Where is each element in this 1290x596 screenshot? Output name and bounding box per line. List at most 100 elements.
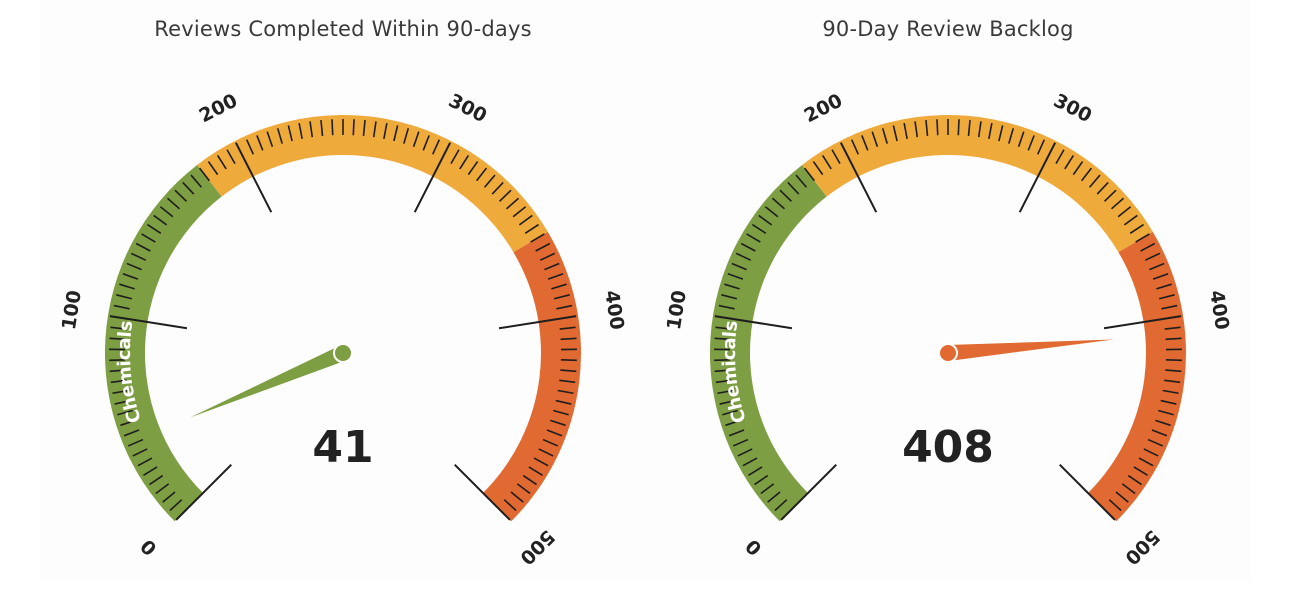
minor-tick (1127, 474, 1142, 486)
minor-tick (714, 337, 731, 341)
minor-tick (403, 128, 410, 144)
minor-tick (718, 304, 735, 310)
minor-tick (725, 419, 741, 427)
minor-tick (771, 197, 786, 210)
minor-tick (779, 189, 793, 202)
minor-tick (190, 174, 203, 188)
minor-tick (732, 438, 749, 447)
minor-tick (126, 262, 142, 271)
minor-tick (362, 119, 366, 137)
minor-tick (1080, 167, 1093, 182)
minor-tick (735, 252, 752, 261)
minor-tick (1164, 326, 1181, 330)
minor-tick (988, 122, 993, 140)
minor-tick (560, 359, 577, 362)
minor-tick (245, 139, 255, 155)
major-tick (1059, 464, 1116, 521)
minor-tick (737, 448, 753, 457)
minor-tick (137, 457, 153, 467)
minor-tick (393, 125, 399, 142)
minor-tick (925, 119, 929, 137)
minor-tick (957, 119, 960, 136)
minor-tick (116, 294, 133, 300)
minor-tick (1165, 369, 1182, 373)
minor-tick (977, 121, 982, 138)
minor-tick (751, 223, 767, 234)
gauge-review-backlog: 90-Day Review Backlog 0 100 200 300 400 500 Ch… (645, 0, 1251, 580)
gauge-band-1 (802, 115, 1153, 253)
minor-tick (372, 121, 377, 138)
major-tick (413, 142, 452, 213)
minor-tick (320, 119, 324, 137)
minor-tick (169, 499, 183, 512)
gauge-band-2 (1088, 231, 1186, 522)
minor-tick (266, 131, 274, 148)
minor-tick (1143, 448, 1159, 457)
minor-tick (113, 304, 130, 310)
minor-tick (1151, 429, 1168, 437)
minor-tick (522, 474, 537, 486)
minor-tick (117, 409, 133, 416)
minor-tick (503, 499, 517, 512)
major-tick (1018, 142, 1057, 213)
minor-tick (530, 233, 545, 243)
minor-tick (143, 466, 158, 476)
minor-tick (533, 457, 549, 467)
minor-tick (1138, 457, 1154, 467)
minor-tick (110, 379, 127, 384)
minor-tick (553, 294, 570, 300)
major-tick (714, 315, 793, 330)
minor-tick (331, 119, 334, 136)
minor-tick (535, 242, 551, 252)
minor-tick (727, 272, 744, 280)
minor-tick (831, 149, 841, 165)
minor-tick (731, 262, 747, 271)
minor-tick (510, 491, 524, 503)
minor-tick (127, 438, 144, 447)
gauge-title: 90-Day Review Backlog (822, 17, 1074, 41)
minor-tick (109, 359, 126, 362)
minor-tick (754, 474, 769, 486)
tick-label: 400 (600, 289, 628, 332)
gauge-needle (947, 339, 1114, 361)
minor-tick (1158, 294, 1175, 300)
minor-tick (803, 167, 816, 182)
minor-tick (1160, 399, 1177, 405)
minor-tick (216, 154, 227, 170)
minor-tick (559, 379, 576, 384)
major-tick (1103, 315, 1182, 330)
minor-tick (467, 161, 479, 176)
gauge-needle (190, 345, 347, 418)
minor-tick (553, 409, 569, 416)
minor-tick (724, 283, 740, 290)
minor-tick (1161, 304, 1178, 310)
minor-tick (1027, 135, 1035, 151)
minor-tick (120, 419, 136, 427)
minor-tick (1110, 197, 1125, 210)
minor-tick (122, 272, 139, 280)
tick-label: 100 (58, 289, 86, 332)
minor-tick (1156, 283, 1172, 290)
minor-tick (560, 337, 577, 341)
minor-tick (758, 214, 773, 226)
minor-tick (812, 161, 824, 176)
tick-label: 0 (136, 535, 161, 560)
minor-tick (715, 379, 732, 384)
minor-tick (544, 262, 560, 271)
minor-tick (560, 369, 577, 373)
minor-tick (207, 161, 219, 176)
minor-tick (748, 466, 763, 476)
minor-tick (1096, 181, 1109, 195)
minor-tick (821, 154, 832, 170)
minor-tick (787, 181, 800, 195)
minor-tick (717, 389, 734, 395)
gauge-value: 41 (312, 422, 373, 473)
minor-tick (174, 189, 188, 202)
minor-tick (132, 448, 148, 457)
minor-tick (1164, 379, 1181, 384)
major-tick (839, 142, 878, 213)
minor-tick (1121, 483, 1136, 495)
minor-tick (119, 283, 135, 290)
